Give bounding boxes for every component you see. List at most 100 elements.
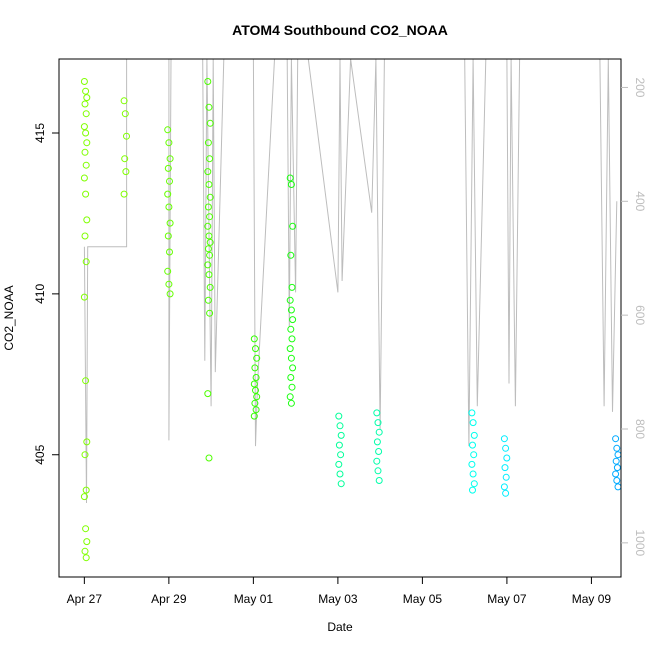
x-tick-label: May 01 [234, 592, 274, 606]
data-point [613, 444, 621, 452]
data-point [206, 238, 214, 246]
x-tick-label: May 03 [318, 592, 358, 606]
data-point [286, 393, 294, 401]
data-point [289, 364, 297, 372]
data-point [250, 380, 258, 388]
data-point [80, 493, 88, 501]
data-point [82, 190, 90, 198]
data-point [83, 216, 91, 224]
data-point [166, 177, 173, 185]
data-point [502, 444, 510, 452]
pressure-track-group [83, 58, 618, 504]
x-axis-label: Date [327, 620, 353, 634]
y-tick-label: 415 [33, 123, 47, 143]
data-point [204, 390, 212, 398]
data-point [250, 335, 258, 343]
data-point [287, 306, 295, 314]
data-point [122, 168, 130, 176]
data-point [469, 486, 476, 494]
data-point [253, 393, 261, 401]
data-point [373, 438, 381, 446]
data-point [82, 161, 90, 169]
data-point [614, 451, 622, 459]
data-point [470, 431, 478, 439]
data-point [164, 190, 172, 198]
data-point [337, 480, 345, 488]
data-point [206, 155, 214, 163]
data-point [288, 335, 296, 343]
data-point [287, 181, 295, 188]
data-point [81, 547, 89, 555]
data-point [204, 245, 212, 253]
data-point [205, 271, 213, 279]
data-point [80, 174, 88, 182]
data-point [164, 126, 172, 134]
y-tick-label: 405 [33, 444, 47, 464]
data-point [205, 232, 213, 240]
data-point [80, 293, 88, 301]
data-point [204, 139, 212, 147]
data-point [253, 354, 261, 362]
data-point [83, 94, 91, 102]
data-point [502, 473, 510, 481]
data-point [206, 309, 214, 317]
y2-tick-label: 800 [633, 419, 647, 439]
data-point [469, 419, 477, 427]
data-point [81, 232, 89, 240]
data-point [288, 283, 296, 291]
data-point [82, 486, 90, 494]
y2-tick-label: 400 [633, 191, 647, 211]
data-point [287, 399, 295, 407]
x-axis: Apr 27 Apr 29 May 01 May 03 May 05 May 07 May … [67, 577, 611, 606]
data-point [82, 525, 90, 533]
x-tick-label: May 07 [487, 592, 527, 606]
data-point [83, 139, 91, 147]
data-point [81, 451, 89, 459]
data-point [205, 103, 213, 111]
data-point [250, 412, 258, 420]
data-point [204, 261, 212, 269]
data-point [251, 364, 259, 372]
data-point [82, 129, 90, 137]
data-point [166, 248, 173, 256]
secondary-y-axis: 200 400 600 800 1000 [621, 77, 647, 557]
data-point [204, 203, 212, 211]
data-point [287, 374, 295, 381]
data-point [204, 168, 212, 176]
data-point [120, 97, 128, 105]
y2-tick-label: 200 [633, 77, 647, 97]
data-point [82, 377, 90, 385]
data-point [613, 477, 621, 484]
data-point [612, 457, 620, 465]
data-point [206, 193, 214, 201]
data-point [82, 258, 90, 266]
data-point [468, 460, 476, 468]
data-point [375, 477, 383, 484]
data-point [83, 538, 91, 546]
data-point [375, 428, 383, 436]
data-point [335, 412, 343, 420]
data-point [166, 155, 174, 163]
data-point [469, 441, 476, 449]
chart-title: ATOM4 Southbound CO2_NOAA [232, 22, 448, 38]
y2-tick-label: 1000 [633, 529, 647, 556]
data-point [206, 213, 214, 221]
data-point [612, 435, 620, 443]
data-point [373, 409, 381, 417]
data-point [252, 345, 259, 353]
data-point [206, 251, 214, 259]
data-point [252, 406, 260, 414]
data-point [335, 460, 343, 468]
data-point [120, 190, 128, 198]
data-point [373, 457, 381, 465]
data-point [502, 489, 510, 497]
data-point [82, 110, 90, 118]
data-point [614, 483, 622, 491]
data-point [469, 470, 477, 478]
data-point [252, 386, 259, 394]
data-point [336, 470, 344, 478]
data-point [289, 316, 297, 324]
data-point [166, 219, 174, 227]
data-point [166, 290, 174, 298]
data-point [251, 399, 259, 407]
